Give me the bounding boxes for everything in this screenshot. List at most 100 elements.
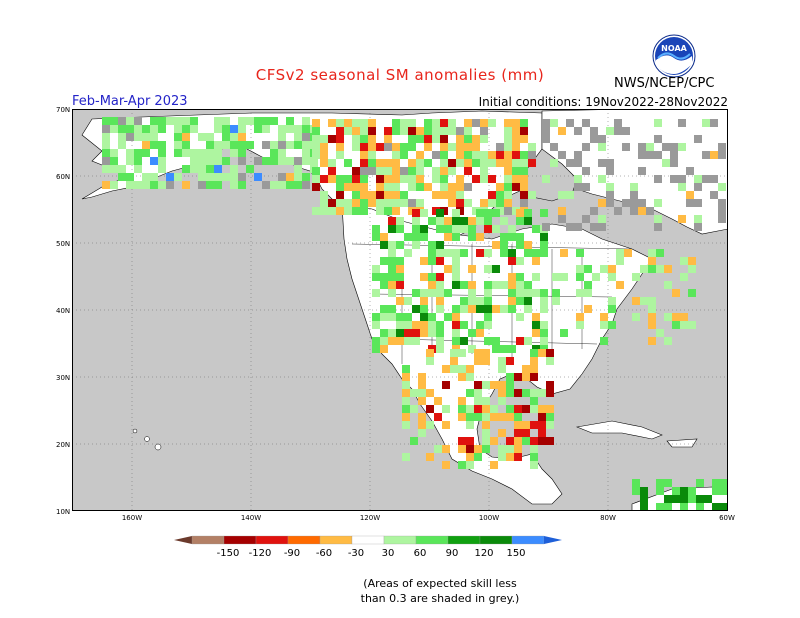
anomaly-cell (368, 159, 376, 167)
anomaly-cell (524, 241, 532, 249)
anomaly-cell (512, 151, 520, 159)
anomaly-cell (638, 207, 646, 215)
anomaly-cell (540, 289, 548, 297)
anomaly-cell (426, 405, 434, 413)
anomaly-cell (396, 225, 404, 233)
anomaly-cell (584, 265, 592, 273)
anomaly-cell (680, 487, 688, 495)
anomaly-cell (476, 321, 484, 329)
anomaly-cell (380, 313, 388, 321)
anomaly-cell (468, 297, 476, 305)
anomaly-cell (222, 117, 230, 125)
anomaly-cell (352, 143, 360, 151)
anomaly-cell (476, 305, 484, 313)
lon-label: 160W (122, 514, 142, 522)
anomaly-cell (638, 199, 646, 207)
anomaly-cell (392, 167, 400, 175)
anomaly-cell (576, 313, 584, 321)
anomaly-cell (460, 225, 468, 233)
anomaly-cell (418, 421, 426, 429)
anomaly-cell (582, 167, 590, 175)
anomaly-cell (474, 349, 482, 357)
anomaly-cell (440, 191, 448, 199)
anomaly-cell (392, 159, 400, 167)
anomaly-cell (448, 119, 456, 127)
anomaly-cell (582, 119, 590, 127)
anomaly-cell (198, 173, 206, 181)
anomaly-cell (238, 157, 246, 165)
anomaly-cell (440, 135, 448, 143)
anomaly-cell (222, 173, 230, 181)
anomaly-cell (416, 183, 424, 191)
anomaly-cell (498, 413, 506, 421)
anomaly-cell (198, 165, 206, 173)
anomaly-cell (474, 381, 482, 389)
anomaly-cell (312, 167, 320, 175)
anomaly-cell (484, 225, 492, 233)
anomaly-cell (372, 233, 380, 241)
anomaly-cell (238, 125, 246, 133)
anomaly-cell (574, 151, 582, 159)
anomaly-cell (278, 181, 286, 189)
anomaly-cell (118, 173, 126, 181)
anomaly-cell (436, 289, 444, 297)
anomaly-cell (344, 183, 352, 191)
anomaly-cell (468, 289, 476, 297)
anomaly-cell (384, 207, 392, 215)
anomaly-cell (546, 405, 554, 413)
anomaly-cell (490, 437, 498, 445)
anomaly-cell (368, 151, 376, 159)
anomaly-cell (388, 249, 396, 257)
anomaly-cell (102, 125, 110, 133)
anomaly-cell (412, 305, 420, 313)
anomaly-cell (278, 141, 286, 149)
anomaly-cell (538, 405, 546, 413)
anomaly-cell (262, 117, 270, 125)
anomaly-cell (546, 389, 554, 397)
anomaly-cell (514, 429, 522, 437)
anomaly-cell (222, 133, 230, 141)
anomaly-cell (480, 127, 488, 135)
anomaly-cell (504, 199, 512, 207)
colorbar-label: 60 (414, 548, 427, 559)
anomaly-cell (102, 181, 110, 189)
anomaly-cell (440, 167, 448, 175)
anomaly-cell (360, 143, 368, 151)
anomaly-cell (396, 265, 404, 273)
anomaly-cell (150, 125, 158, 133)
anomaly-cell (404, 321, 412, 329)
anomaly-cell (472, 175, 480, 183)
anomaly-cell (522, 437, 530, 445)
anomaly-cell (452, 329, 460, 337)
anomaly-cell (388, 289, 396, 297)
anomaly-cell (506, 445, 514, 453)
anomaly-cell (336, 191, 344, 199)
anomaly-cell (468, 281, 476, 289)
anomaly-cell (654, 175, 662, 183)
anomaly-cell (464, 143, 472, 151)
anomaly-cell (590, 223, 598, 231)
anomaly-cell (630, 191, 638, 199)
anomaly-cell (352, 119, 360, 127)
anomaly-cell (696, 495, 704, 503)
anomaly-cell (574, 159, 582, 167)
anomaly-cell (418, 389, 426, 397)
anomaly-cell (558, 215, 566, 223)
skill-note-line1: (Areas of expected skill less (363, 577, 517, 590)
anomaly-cell (102, 149, 110, 157)
anomaly-cell (498, 389, 506, 397)
anomaly-cell (396, 217, 404, 225)
anomaly-cell (542, 135, 550, 143)
anomaly-cell (344, 159, 352, 167)
anomaly-cell (528, 143, 536, 151)
anomaly-cell (262, 125, 270, 133)
anomaly-cell (396, 241, 404, 249)
anomaly-cell (718, 151, 726, 159)
anomaly-cell (718, 215, 726, 223)
anomaly-cell (380, 329, 388, 337)
anomaly-cell (286, 157, 294, 165)
anomaly-cell (230, 173, 238, 181)
anomaly-cell (182, 165, 190, 173)
anomaly-cell (614, 119, 622, 127)
anomaly-cell (646, 151, 654, 159)
